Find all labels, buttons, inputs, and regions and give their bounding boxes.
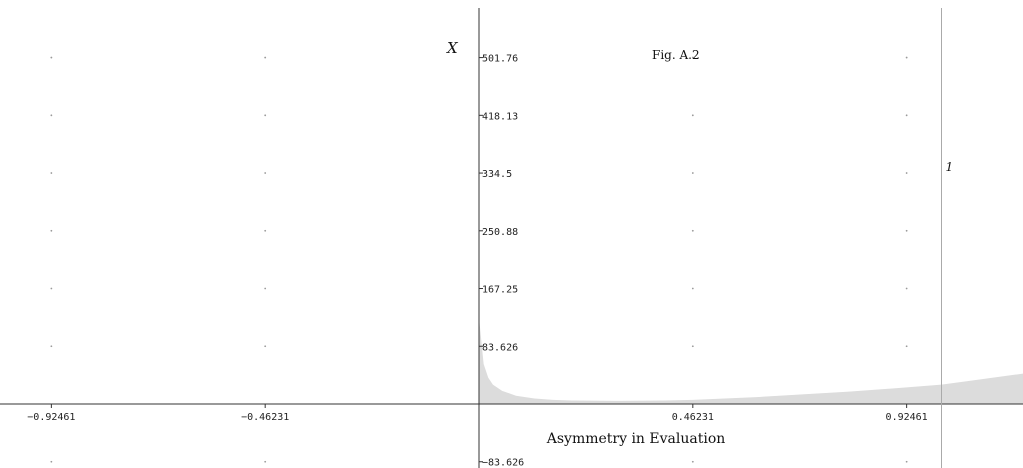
y-axis-title: X <box>446 39 459 57</box>
ticks: −1.3869−0.92461−0.462310.462310.924611.3… <box>27 54 928 468</box>
grid-dot <box>905 172 908 174</box>
grid-dot <box>905 287 908 290</box>
grid-dot <box>50 114 53 117</box>
y-tick-label: 501.76 <box>482 54 518 65</box>
y-tick-label: −83.626 <box>482 458 524 468</box>
grid-dot <box>691 172 694 174</box>
grid-dot <box>691 229 694 232</box>
x-tick-label: −0.46231 <box>241 412 289 423</box>
grid-dot <box>905 114 908 117</box>
grid-dot <box>50 56 53 59</box>
x-tick-label: −0.92461 <box>27 412 75 423</box>
grid-dot <box>264 287 267 290</box>
grid-dot <box>905 56 908 59</box>
grid-dot <box>264 345 267 348</box>
x-tick-label: 0.46231 <box>672 412 714 423</box>
reference-line-label: 1 <box>946 160 954 174</box>
grid-dot <box>691 460 694 463</box>
y-tick-label: 83.626 <box>482 342 518 353</box>
grid-dot <box>691 114 694 117</box>
grid-dot <box>691 287 694 290</box>
x-tick-label: 0.92461 <box>886 412 928 423</box>
grid-dot <box>50 345 53 348</box>
grid-dot <box>905 229 908 232</box>
grid-dot <box>264 56 267 59</box>
y-tick-label: 418.13 <box>482 111 518 122</box>
grid-dot <box>50 172 53 174</box>
y-tick-label: 250.88 <box>482 227 518 238</box>
figure-label: Fig. A.2 <box>652 48 700 62</box>
grid-dot <box>905 460 908 463</box>
grid-dot <box>50 229 53 232</box>
y-tick-label: 167.25 <box>482 285 518 296</box>
y-tick-label: 334.5 <box>482 169 512 180</box>
grid-dot <box>264 172 267 174</box>
grid-dots <box>50 56 908 463</box>
grid-dot <box>264 114 267 117</box>
grid-dot <box>50 460 53 463</box>
grid-dot <box>50 287 53 290</box>
area-series <box>479 262 1023 404</box>
grid-dot <box>691 56 694 59</box>
grid-dot <box>691 345 694 348</box>
grid-dot <box>264 229 267 232</box>
grid-dot <box>905 345 908 348</box>
grid-dot <box>264 460 267 463</box>
x-axis-title: Asymmetry in Evaluation <box>546 431 726 447</box>
